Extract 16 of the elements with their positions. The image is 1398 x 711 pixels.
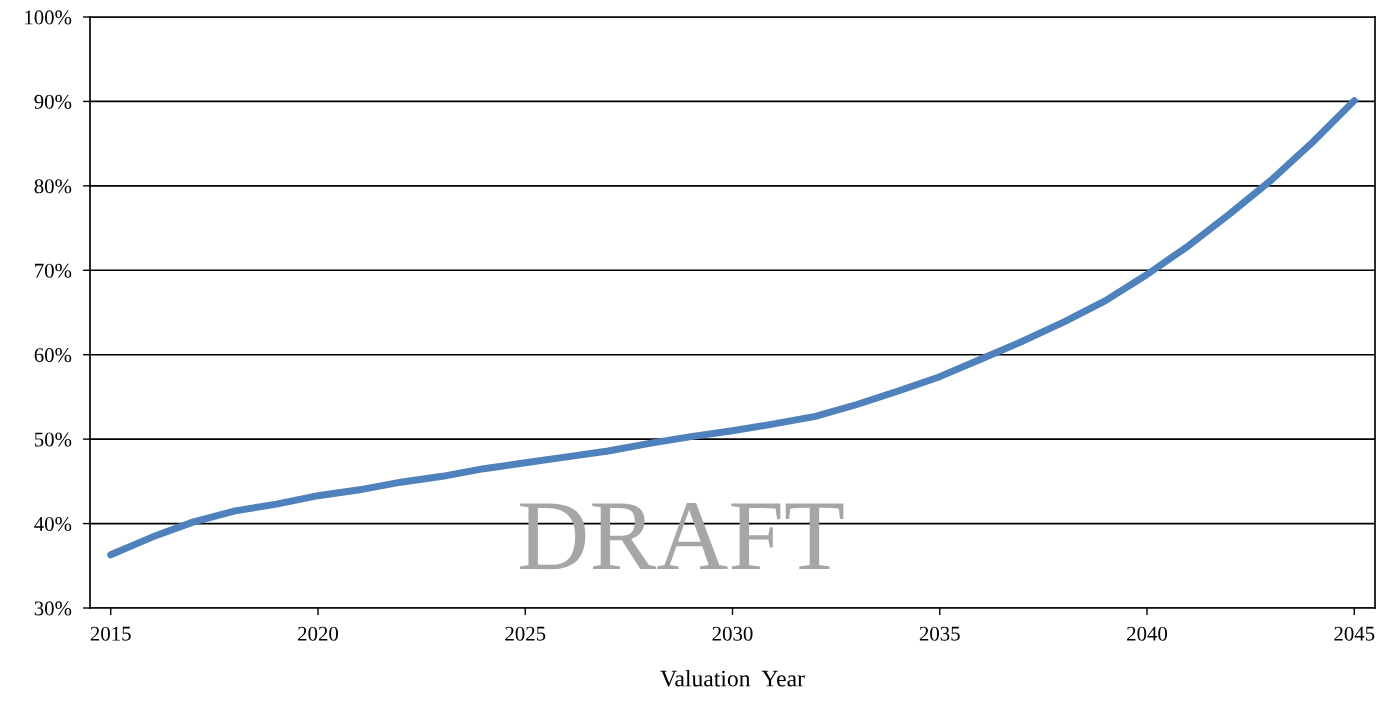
y-tick-label: 40% [34,516,72,532]
y-tick-label: 60% [34,348,72,363]
y-tick-label: 80% [34,179,72,194]
y-tick-label: 30% [34,601,72,616]
x-tick-label: 2035 [919,626,960,641]
y-tick-label: 50% [34,432,72,447]
y-tick-label: 90% [34,94,72,109]
x-axis-title: Valuation Year [660,669,805,687]
x-tick-label: 2025 [505,626,546,641]
x-tick-label: 2020 [298,626,339,641]
x-tick-label: 2030 [712,626,753,641]
x-tick-label: 2040 [1127,626,1168,641]
x-tick-label: 2015 [90,626,131,641]
y-tick-label: 70% [35,263,72,278]
x-tick-label: 2045 [1334,626,1375,641]
y-tick-label: 100% [25,10,72,25]
